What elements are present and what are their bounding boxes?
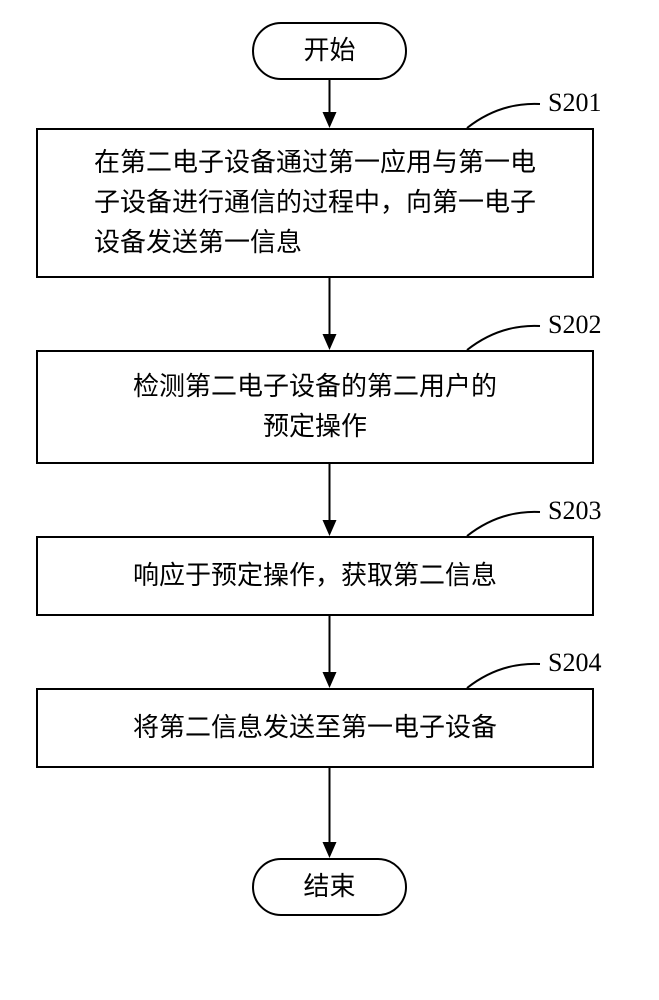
terminator-end-label: 结束	[303, 867, 355, 907]
terminator-end: 结束	[252, 858, 407, 916]
flowchart-canvas: 开始 在第二电子设备通过第一应用与第一电 子设备进行通信的过程中，向第一电子 设…	[0, 0, 659, 1000]
arrow-s204-to-end	[0, 0, 659, 1000]
